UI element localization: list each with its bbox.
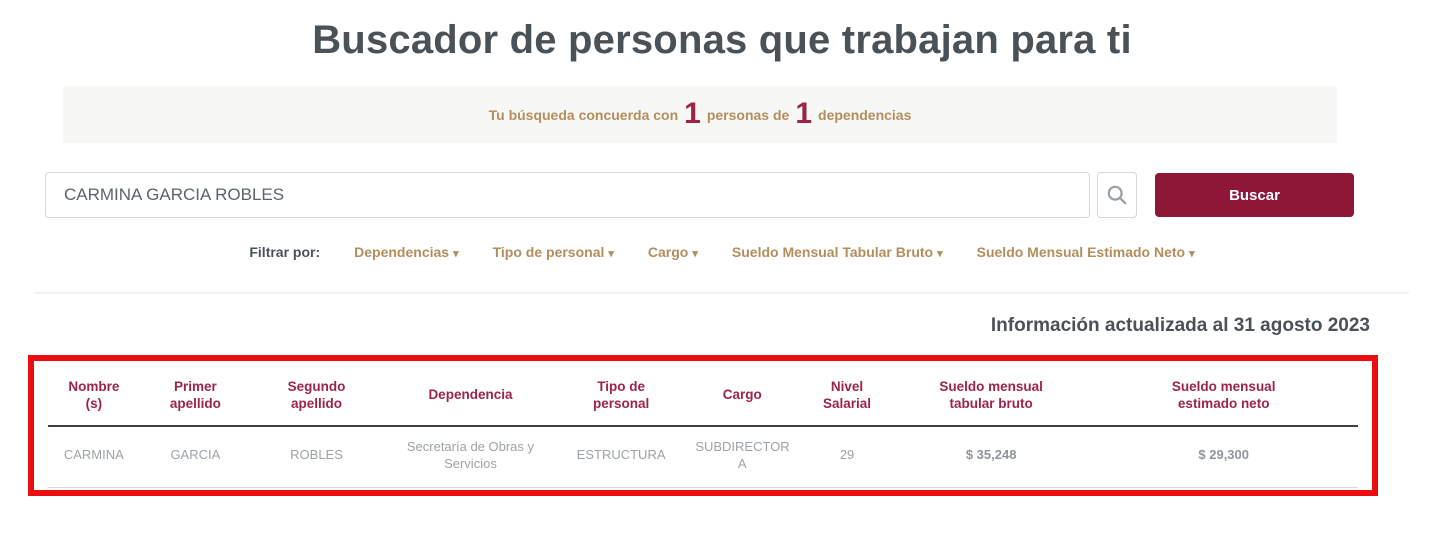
header-dependencia: Dependencia xyxy=(382,369,559,427)
filter-dropdown-cargo[interactable]: Cargo ▾ xyxy=(648,244,698,260)
buscar-button[interactable]: Buscar xyxy=(1155,173,1354,217)
results-table: Nombre (s) Primer apellido Segundo apell… xyxy=(48,369,1358,488)
header-sueldo-tabular-bruto: Sueldo mensual tabular bruto xyxy=(892,369,1090,427)
filter-dropdown-tipo-de-personal[interactable]: Tipo de personal ▾ xyxy=(493,244,614,260)
filter-dropdown-dependencias[interactable]: Dependencias ▾ xyxy=(354,244,458,260)
filter-dropdown-label: Tipo de personal xyxy=(492,244,605,260)
dependencias-count: 1 xyxy=(795,96,813,130)
search-input[interactable] xyxy=(45,172,1090,218)
filter-dropdown-label: Cargo xyxy=(647,244,689,260)
cell-segundo-apellido: ROBLES xyxy=(251,425,383,488)
cell-cargo: SUBDIRECTOR A xyxy=(683,425,802,488)
updated-info-text: Información actualizada al 31 agosto 202… xyxy=(990,315,1370,336)
caret-down-icon: ▾ xyxy=(1189,248,1195,260)
filter-dropdown-label: Sueldo Mensual Tabular Bruto xyxy=(731,244,934,260)
summary-middle: personas de xyxy=(706,106,790,123)
header-label: Sueldo mensual tabular bruto xyxy=(939,379,1043,411)
cell-nivel-salarial: 29 xyxy=(801,425,893,488)
filter-dropdown-sueldo-tabular-bruto[interactable]: Sueldo Mensual Tabular Bruto ▾ xyxy=(732,244,943,260)
search-icon xyxy=(1106,184,1128,206)
header-segundo-apellido: Segundo apellido xyxy=(251,369,383,427)
search-icon-button[interactable] xyxy=(1097,172,1137,218)
page-title: Buscador de personas que trabajan para t… xyxy=(312,18,1132,62)
filter-by-label: Filtrar por: xyxy=(249,244,321,260)
summary-suffix: dependencias xyxy=(818,106,912,123)
personas-count: 1 xyxy=(684,96,701,130)
search-row: Buscar xyxy=(45,172,1354,218)
header-cargo: Cargo xyxy=(683,369,802,427)
cell-tipo-de-personal: ESTRUCTURA xyxy=(558,425,684,488)
header-primer-apellido: Primer apellido xyxy=(139,369,252,427)
caret-down-icon: ▾ xyxy=(608,248,614,260)
cell-sueldo-tabular-bruto: $ 35,248 xyxy=(892,425,1090,488)
red-annotation-box: Nombre (s) Primer apellido Segundo apell… xyxy=(28,355,1378,496)
header-sueldo-estimado-neto: Sueldo mensual estimado neto xyxy=(1089,369,1358,427)
caret-down-icon: ▾ xyxy=(937,248,943,260)
caret-down-icon: ▾ xyxy=(692,248,698,260)
filter-dropdown-label: Dependencias xyxy=(354,244,450,260)
header-label: Sueldo mensual estimado neto xyxy=(1171,379,1276,411)
cell-dependencia: Secretaría de Obras y Servicios xyxy=(382,425,559,488)
caret-down-icon: ▾ xyxy=(453,248,459,260)
table-header-row: Nombre (s) Primer apellido Segundo apell… xyxy=(48,369,1358,427)
summary-prefix: Tu búsqueda concuerda con xyxy=(488,106,679,123)
search-result-summary-band: Tu búsqueda concuerda con 1 personas de … xyxy=(63,86,1337,143)
cell-nombre: CARMINA xyxy=(48,425,140,488)
header-nombre: Nombre (s) xyxy=(48,369,140,427)
horizontal-divider xyxy=(35,292,1409,294)
filter-dropdown-label: Sueldo Mensual Estimado Neto xyxy=(976,244,1186,260)
cell-primer-apellido: GARCIA xyxy=(139,425,252,488)
table-row: CARMINA GARCIA ROBLES Secretaría de Obra… xyxy=(48,425,1358,488)
filter-row: Filtrar por: Dependencias ▾ Tipo de perso… xyxy=(0,244,1444,260)
filter-dropdown-sueldo-estimado-neto[interactable]: Sueldo Mensual Estimado Neto ▾ xyxy=(977,244,1195,260)
header-tipo-de-personal: Tipo de personal xyxy=(558,369,684,427)
cell-sueldo-estimado-neto: $ 29,300 xyxy=(1089,425,1358,488)
header-nivel-salarial: Nivel Salarial xyxy=(801,369,893,427)
